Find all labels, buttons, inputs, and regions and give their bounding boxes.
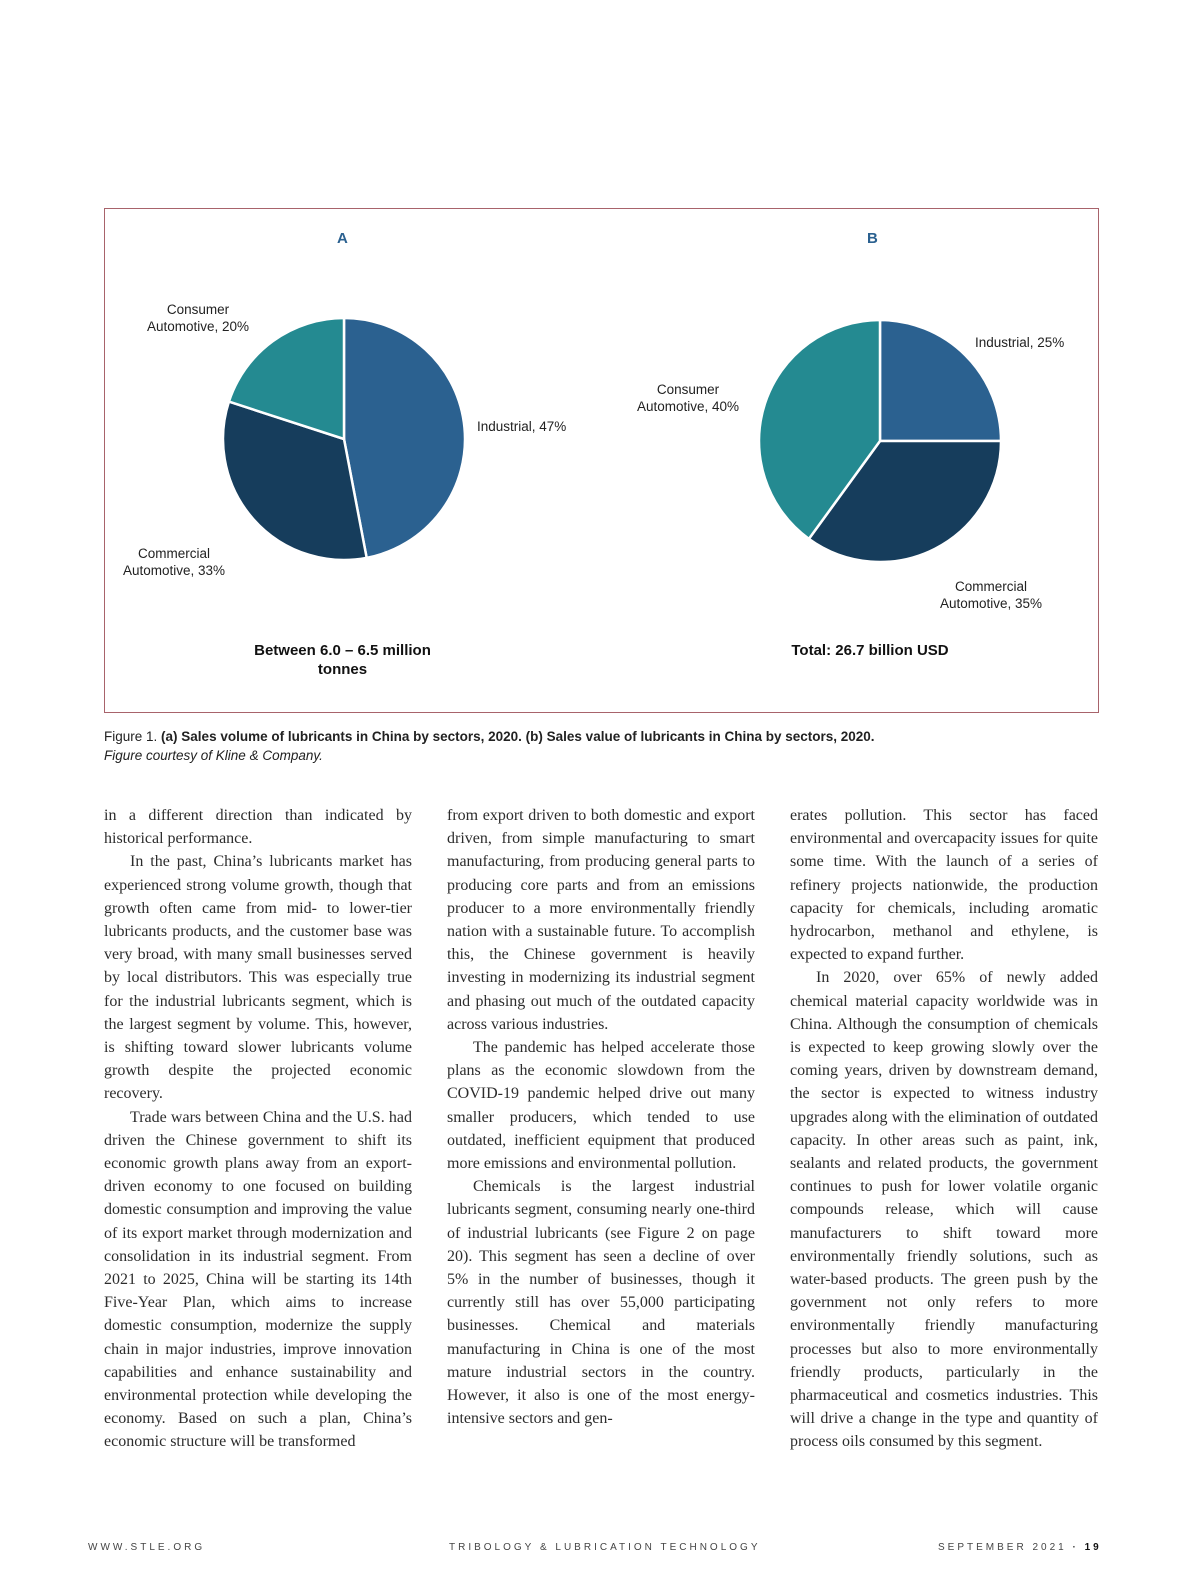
label-b-industrial: Industrial, 25% [975,335,1065,350]
text-column-2: from export driven to both domestic and … [447,804,755,1430]
paragraph: in a different direction than indicated … [104,807,412,848]
text-column-1: in a different direction than indicated … [104,804,412,1454]
pie-slice-commercial [221,400,369,562]
footer-magazine: TRIBOLOGY & LUBRICATION TECHNOLOGY [449,1542,761,1553]
total-b: Total: 26.7 billion USD [791,642,949,659]
pie-slice-consumer [757,318,882,541]
chart-a-title: A [337,230,348,247]
caption-text: (a) Sales volume of lubricants in China … [161,729,875,744]
label-b-consumer: Consumer Automotive, 40% [637,382,740,414]
total-a: Between 6.0 – 6.5 million tonnes [254,642,431,678]
pie-slice-consumer [227,316,346,441]
pie-slice-industrial [878,318,1003,443]
paragraph: Chemicals is the largest industrial lubr… [447,1178,755,1428]
label-a-industrial: Industrial, 47% [477,419,567,434]
label-b-commercial: Commercial Automotive, 35% [940,579,1043,611]
paragraph: In the past, China’s lubricants market h… [104,853,412,1103]
paragraph: from export driven to both domestic and … [447,807,755,1033]
page-number: 19 [1084,1542,1102,1553]
label-a-commercial: Commercial Automotive, 33% [123,546,226,578]
figure-caption: Figure 1. (a) Sales volume of lubricants… [104,727,1104,765]
pie-chart-a [221,316,467,562]
pie-slice-commercial [807,439,1003,564]
footer-website: WWW.STLE.ORG [88,1542,206,1553]
figure-1: A B Consumer Automotive, 20% Industrial, … [104,208,1099,713]
footer-issue: SEPTEMBER 2021 · 19 [938,1542,1102,1553]
chart-b-title: B [867,230,878,247]
paragraph: Trade wars between China and the U.S. ha… [104,1108,412,1451]
paragraph: In 2020, over 65% of newly added chemica… [790,969,1098,1451]
caption-prefix: Figure 1. [104,729,158,744]
paragraph: erates pollution. This sector has faced … [790,807,1098,964]
label-a-consumer: Consumer Automotive, 20% [147,302,250,334]
paragraph: The pandemic has helped accelerate those… [447,1039,755,1173]
pie-slice-industrial [342,316,467,560]
pie-chart-b [757,318,1003,564]
text-column-3: erates pollution. This sector has faced … [790,804,1098,1454]
caption-credit: Figure courtesy of Kline & Company. [104,748,323,763]
